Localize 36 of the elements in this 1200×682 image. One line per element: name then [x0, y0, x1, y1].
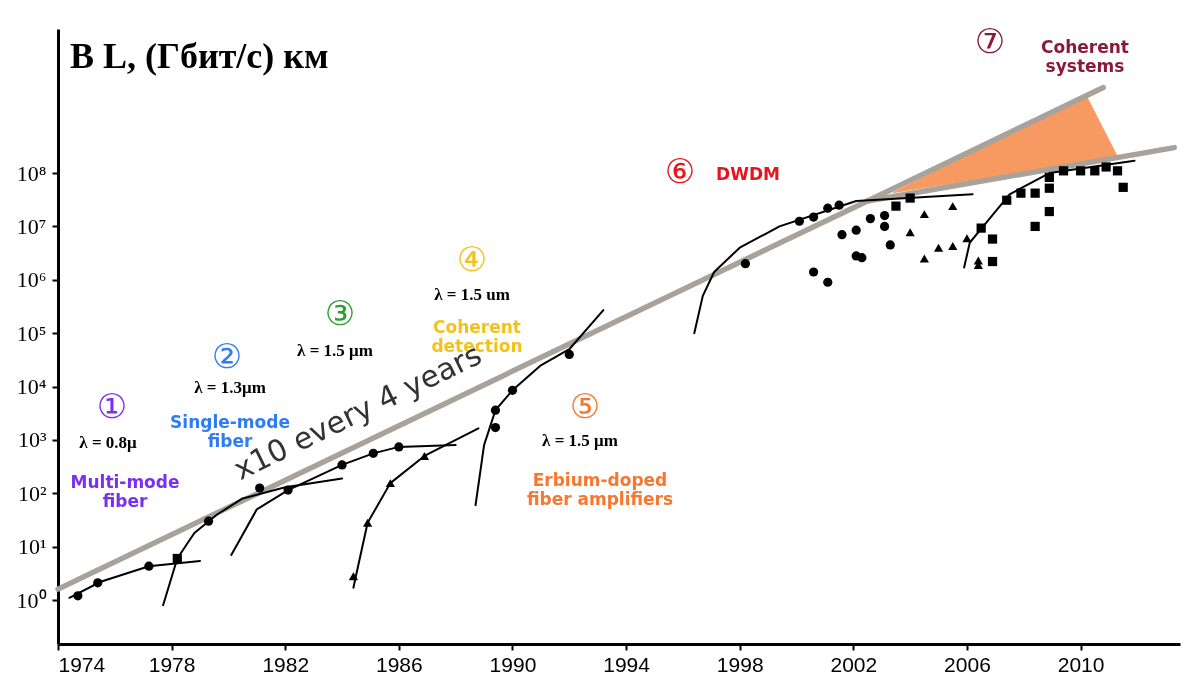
annotation: ⑦ [974, 21, 1006, 61]
y-tick-label: 10¹ [17, 534, 47, 560]
y-tick-label: 10⁰ [16, 587, 47, 613]
chart-title: B L, (Гбит/с) км [70, 36, 329, 76]
annotation: DWDM [716, 164, 780, 184]
x-tick-label: 2002 [830, 652, 878, 676]
annotation: ④ [456, 239, 488, 279]
x-tick-label: 1982 [262, 652, 310, 676]
x-tick-label: 1974 [58, 652, 106, 676]
annotation: λ = 1.5 um [434, 285, 510, 304]
x-tick-label: 2006 [944, 652, 991, 676]
annotation: λ = 1.3μm [194, 378, 266, 397]
annotation: ③ [324, 293, 356, 333]
y-tick-label: 10⁶ [16, 267, 47, 293]
annotation: ⑤ [569, 386, 601, 426]
x-tick-label: 2010 [1057, 652, 1105, 676]
y-tick-label: 10⁴ [16, 374, 47, 400]
annotation: ② [211, 336, 243, 376]
x-tick-label: 1986 [376, 652, 423, 676]
annotation: ⑥ [664, 151, 696, 191]
annotation: Coherent systems [1041, 37, 1129, 76]
y-tick-label: 10³ [17, 427, 47, 453]
y-tick-label: 10⁸ [16, 160, 47, 186]
y-tick-label: 10⁷ [16, 213, 47, 239]
y-tick-label: 10⁵ [16, 320, 47, 346]
x-tick-label: 1998 [716, 652, 764, 676]
x-tick-label: 1994 [603, 652, 651, 676]
annotation: Erbium-doped fiber amplifiers [526, 470, 674, 509]
annotation: Multi-mode fiber [70, 472, 180, 511]
annotation: λ = 0.8μ [79, 433, 138, 452]
annotation: λ = 1.5 μm [297, 341, 373, 360]
annotation: λ = 1.5 μm [542, 431, 618, 450]
y-tick-label: 10² [17, 480, 47, 506]
annotation: ① [96, 386, 128, 426]
x-tick-label: 1978 [148, 652, 196, 676]
x-tick-label: 1990 [489, 652, 537, 676]
